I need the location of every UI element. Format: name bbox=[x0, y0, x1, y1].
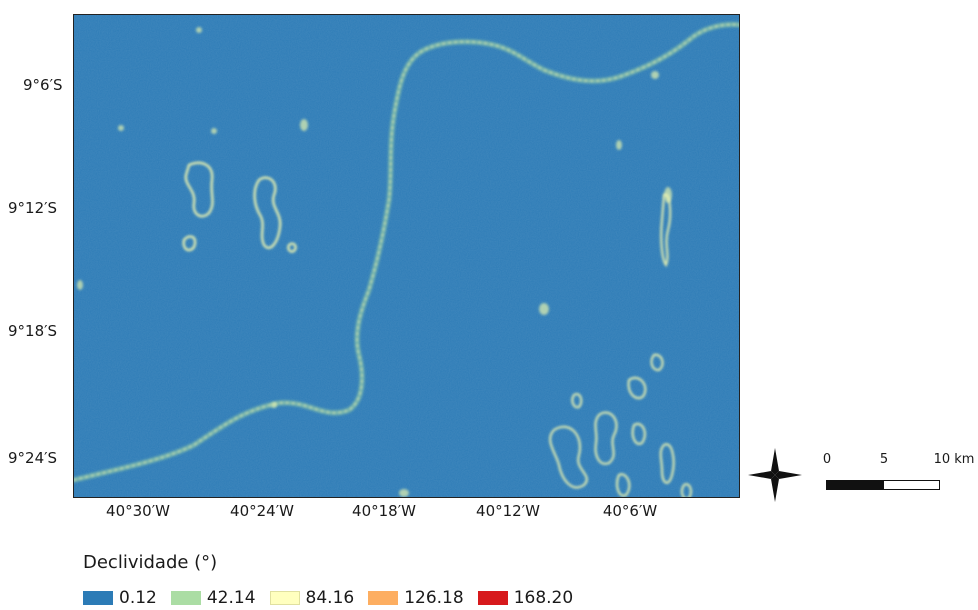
legend-label: 42.14 bbox=[206, 588, 256, 608]
raster-texture bbox=[74, 15, 739, 497]
legend-item: 126.18 bbox=[368, 588, 464, 608]
scale-segment-white bbox=[883, 480, 940, 490]
legend-item: 84.16 bbox=[269, 588, 355, 608]
legend-label: 0.12 bbox=[119, 588, 157, 608]
steep-area-west bbox=[182, 161, 297, 253]
scale-label: 10 km bbox=[933, 452, 975, 467]
legend-item: 42.14 bbox=[170, 588, 256, 608]
compass-icon bbox=[746, 446, 804, 504]
latitude-label: 9°24′S bbox=[8, 449, 58, 467]
longitude-label: 40°12′W bbox=[476, 502, 540, 520]
legend-swatch bbox=[83, 591, 113, 605]
scale-label: 0 bbox=[822, 452, 832, 467]
legend-item: 0.12 bbox=[83, 589, 157, 607]
legend-swatch bbox=[269, 591, 300, 605]
legend-swatch bbox=[368, 591, 399, 605]
latitude-label: 9°6′S bbox=[23, 76, 63, 94]
longitude-label: 40°24′W bbox=[230, 502, 294, 520]
steep-spots bbox=[77, 27, 672, 497]
scale-segment-black bbox=[826, 480, 884, 490]
legend-label: 168.20 bbox=[513, 588, 574, 608]
legend-item: 168.20 bbox=[477, 588, 574, 608]
legend-swatch bbox=[170, 591, 201, 605]
scale-bar: 0 5 10 km bbox=[822, 452, 975, 494]
latitude-label: 9°12′S bbox=[8, 199, 58, 217]
slope-map bbox=[73, 14, 740, 498]
longitude-label: 40°30′W bbox=[106, 502, 170, 520]
slope-raster bbox=[74, 15, 739, 497]
legend-swatch bbox=[477, 591, 508, 605]
steep-area-southeast bbox=[549, 193, 693, 497]
legend-label: 84.16 bbox=[305, 588, 355, 608]
longitude-label: 40°6′W bbox=[602, 502, 658, 520]
legend-label: 126.18 bbox=[404, 588, 464, 608]
latitude-label: 9°18′S bbox=[8, 322, 58, 340]
legend-title: Declividade (°) bbox=[83, 552, 218, 573]
scale-label: 5 bbox=[879, 452, 889, 467]
longitude-label: 40°18′W bbox=[352, 502, 416, 520]
legend: 0.12 42.14 84.16 126.18 168.20 bbox=[83, 589, 587, 607]
